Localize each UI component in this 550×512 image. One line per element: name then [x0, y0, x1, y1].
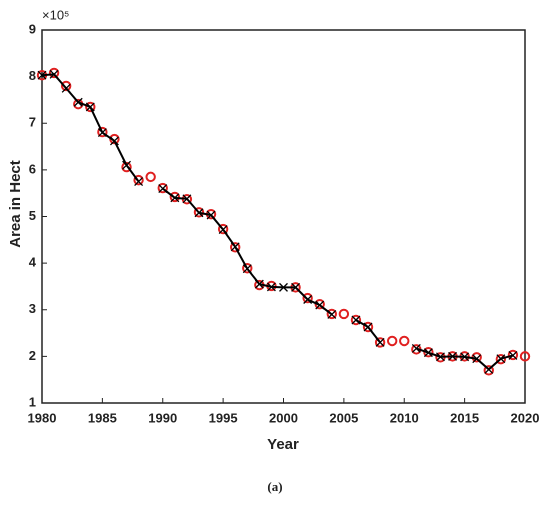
x-marker: [158, 184, 168, 193]
x-marker: [460, 352, 470, 362]
x-marker: [109, 136, 119, 146]
x-marker: [448, 351, 458, 361]
x-marker: [194, 208, 204, 218]
circle-marker: [48, 67, 60, 79]
y-tick-label: 5: [29, 208, 36, 223]
circle-marker: [519, 351, 531, 362]
x-tick-label: 2015: [450, 410, 479, 425]
y-axis-label: Area in Hect: [7, 160, 24, 248]
y-tick-label: 8: [29, 68, 36, 83]
x-marker: [85, 102, 95, 112]
x-tick-label: 1980: [28, 410, 57, 425]
x-marker: [97, 128, 107, 138]
x-tick-label: 1995: [209, 410, 238, 425]
x-tick-label: 2000: [269, 410, 298, 425]
circle-marker: [374, 337, 386, 348]
x-axis-label: Year: [267, 436, 299, 453]
circle-marker: [326, 308, 337, 320]
circle-marker: [362, 321, 374, 333]
x-marker: [436, 352, 445, 362]
x-marker: [327, 309, 337, 319]
x-marker: [49, 69, 59, 79]
circle-marker: [350, 314, 362, 326]
x-marker: [472, 354, 482, 364]
x-marker: [242, 264, 252, 274]
x-marker: [230, 242, 240, 252]
circle-marker: [121, 161, 132, 173]
x-marker: [484, 364, 494, 374]
y-tick-label: 9: [29, 21, 36, 36]
circle-marker: [483, 365, 494, 376]
circle-marker: [193, 207, 205, 218]
x-marker: [508, 350, 518, 360]
y-tick-label: 6: [29, 161, 36, 176]
y-exponent: ×10⁵: [42, 7, 69, 22]
x-marker: [254, 279, 264, 289]
circle-marker: [399, 335, 410, 347]
y-tick-label: 7: [29, 115, 36, 130]
circle-marker: [386, 335, 398, 347]
circle-marker: [97, 126, 108, 138]
circle-marker: [145, 171, 156, 183]
circle-marker: [495, 353, 507, 365]
y-tick-label: 4: [29, 255, 37, 270]
circle-marker: [217, 223, 229, 235]
x-marker: [206, 210, 216, 220]
x-marker: [303, 295, 313, 304]
x-marker: [279, 282, 288, 292]
y-tick-label: 1: [29, 394, 36, 409]
x-marker: [37, 70, 47, 80]
x-marker: [73, 97, 83, 107]
circle-marker: [133, 174, 144, 186]
x-tick-label: 2010: [390, 410, 419, 425]
x-marker: [375, 337, 385, 347]
y-tick-label: 2: [29, 348, 36, 363]
x-marker: [182, 194, 192, 204]
x-marker: [134, 177, 144, 186]
circle-marker: [85, 101, 96, 113]
x-marker: [170, 193, 180, 203]
x-marker: [411, 343, 421, 353]
circle-marker: [169, 191, 181, 203]
circle-marker: [157, 182, 168, 194]
x-marker: [315, 300, 325, 310]
x-tick-label: 2005: [329, 410, 358, 425]
plot-frame: [41, 29, 526, 404]
x-marker: [351, 315, 361, 325]
circle-marker: [507, 349, 519, 361]
x-tick-label: 2020: [511, 410, 540, 425]
x-marker: [218, 225, 228, 235]
x-marker: [496, 354, 506, 364]
x-tick-label: 1990: [148, 410, 177, 425]
series-line: [41, 73, 514, 371]
x-marker: [291, 282, 301, 292]
circle-marker: [230, 242, 241, 253]
caption: (a): [267, 479, 282, 494]
x-marker: [122, 160, 131, 170]
circle-marker: [242, 263, 253, 274]
x-marker: [423, 348, 433, 358]
x-marker: [266, 282, 276, 292]
x-marker: [363, 322, 373, 332]
y-tick-label: 3: [29, 301, 36, 316]
circle-marker: [60, 80, 72, 92]
circle-marker: [338, 308, 350, 320]
circle-marker: [302, 292, 313, 304]
x-tick-label: 1985: [88, 410, 117, 425]
x-marker: [61, 83, 71, 93]
